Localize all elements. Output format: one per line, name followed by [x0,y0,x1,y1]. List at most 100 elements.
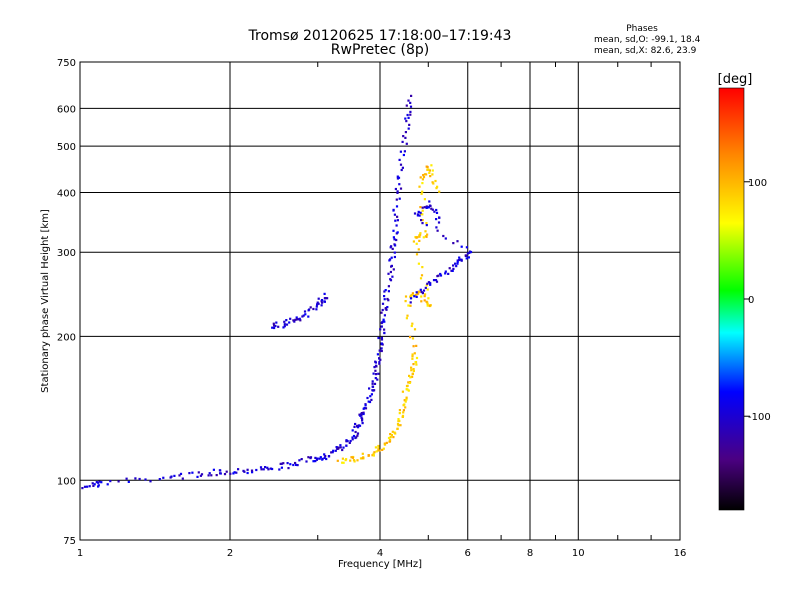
echo-point [436,229,439,232]
echo-point [421,266,424,269]
echo-point [302,314,305,317]
echo-point [323,453,326,456]
echo-point [399,187,403,190]
echo-point [285,319,288,322]
echo-point [345,444,348,447]
echo-point [378,360,381,364]
echo-point [273,326,276,330]
echo-point [277,325,280,328]
echo-point [452,267,455,270]
echo-point [367,454,370,457]
echo-point [317,297,320,300]
echo-point [398,419,401,422]
echo-point [447,272,450,275]
y-tick-label: 500 [57,142,76,153]
echo-point [288,321,291,324]
echo-point [394,244,397,247]
echo-point [431,181,434,184]
echo-point [411,322,414,325]
echo-point [402,153,405,157]
echo-point [452,264,455,267]
x-tick-label: 2 [227,548,233,559]
echo-point [295,463,298,466]
echo-point [425,300,428,303]
echo-point [450,269,453,272]
echo-point [197,471,200,474]
echo-point [325,457,328,461]
echo-point [451,269,454,272]
echo-point [392,268,395,271]
echo-point [411,375,414,378]
echo-point [404,300,407,303]
echo-point [342,461,345,464]
echo-point [289,317,292,320]
echo-point [320,304,323,307]
echo-point [332,449,335,452]
echo-point [408,374,411,377]
echo-point [405,104,408,107]
echo-point [433,210,436,213]
echo-point [324,455,327,458]
echo-point [395,198,398,201]
echo-point [345,439,348,442]
echo-point [309,456,313,459]
echo-point [395,205,399,208]
echo-point [397,176,401,179]
echo-point [269,467,272,470]
echo-point [83,485,87,488]
echo-point [395,224,398,227]
echo-point [287,467,290,470]
echo-point [383,314,386,317]
echo-point [403,150,406,153]
echo-point [383,295,386,298]
echo-point [380,349,383,353]
echo-point [381,448,384,451]
echo-point [303,310,307,313]
echo-point [321,457,324,460]
echo-point [411,357,414,360]
echo-point [356,432,360,435]
echo-point [417,291,420,294]
echo-point [251,471,254,474]
echo-point [404,136,407,139]
axis-ticks: 1 2 4 6 8 10 16 75 100 200 300 400 500 600 750 [57,58,686,559]
echo-point [398,183,401,186]
echo-point [282,326,285,329]
echo-point [321,301,324,304]
echo-point [181,477,184,480]
echo-point [405,385,409,388]
echo-point [144,478,147,481]
echo-point [391,247,394,250]
echo-point [316,303,319,306]
echo-point [425,284,428,287]
echo-point [417,248,420,251]
echo-point [431,208,434,211]
echo-point [412,363,415,366]
echo-point [260,468,263,471]
chart-title: Tromsø 20120625 17:18:00–17:19:43 [248,28,512,44]
echo-point [335,446,338,449]
echo-point [389,278,392,281]
echo-point [405,398,408,401]
echo-point [379,328,382,331]
echo-point [383,442,386,445]
echo-point [396,191,399,194]
echo-point [312,460,315,463]
echo-point [430,164,433,167]
echo-point [359,413,363,416]
echo-point [353,460,356,463]
echo-point [404,406,407,409]
echo-point [267,468,270,471]
echo-point [314,460,317,463]
echo-point [377,336,380,340]
echo-point [410,324,413,328]
echo-point [410,366,413,369]
echo-point [356,459,359,462]
echo-point [399,150,402,153]
echo-point [212,468,215,471]
echo-point [398,409,401,412]
echo-point [370,393,373,396]
echo-point [283,323,286,326]
echo-point [421,222,424,225]
echo-point [429,204,432,207]
